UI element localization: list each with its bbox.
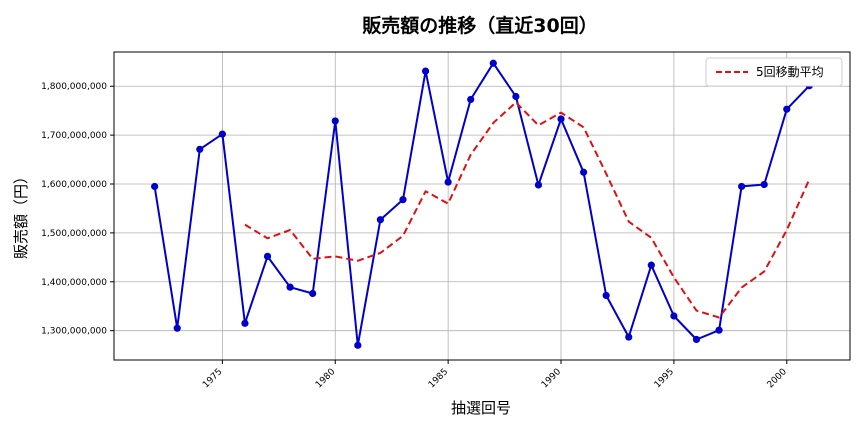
sales-data-point bbox=[218, 130, 226, 138]
y-tick-label: 1,700,000,000 bbox=[41, 131, 107, 141]
sales-data-point bbox=[421, 67, 430, 75]
sales-data-point bbox=[309, 289, 317, 298]
moving-average-line bbox=[244, 101, 811, 319]
x-tick-label: 1985 bbox=[427, 367, 450, 390]
x-tick-label: 1980 bbox=[314, 367, 337, 390]
sales-data-point bbox=[670, 312, 678, 320]
legend-box bbox=[705, 57, 843, 87]
x-tick-label: 1995 bbox=[653, 367, 676, 390]
sales-data-point bbox=[534, 181, 543, 189]
y-tick-label: 1,500,000,000 bbox=[41, 229, 107, 239]
sales-data-point bbox=[399, 196, 407, 204]
sales-data-point bbox=[151, 182, 159, 191]
x-tick-label: 1975 bbox=[201, 367, 224, 390]
sales-data-point bbox=[647, 261, 655, 269]
sales-data-point bbox=[760, 180, 768, 189]
sales-data-point bbox=[467, 95, 475, 104]
sales-data-point bbox=[625, 333, 633, 341]
legend-label-moving-average: 5回移動平均 bbox=[756, 65, 824, 79]
sales-data-point bbox=[331, 117, 339, 125]
sales-data-point bbox=[173, 324, 181, 332]
legend: 5回移動平均 bbox=[705, 57, 843, 87]
y-tick-label: 1,300,000,000 bbox=[41, 327, 107, 337]
sales-data-point bbox=[263, 252, 272, 260]
x-tick-label: 2000 bbox=[766, 367, 789, 390]
sales-data-point bbox=[241, 319, 249, 327]
y-tick-label: 1,800,000,000 bbox=[41, 82, 107, 92]
sales-data-point bbox=[602, 291, 610, 300]
chart-title: 販売額の推移（直近30回） bbox=[362, 14, 597, 37]
sales-data-point bbox=[579, 168, 588, 176]
x-tick-label: 1990 bbox=[540, 367, 563, 390]
sales-data-point bbox=[354, 341, 362, 349]
sales-data-point bbox=[692, 335, 701, 344]
sales-line bbox=[153, 62, 811, 347]
plot-frame bbox=[113, 51, 851, 361]
y-tick-label: 1,600,000,000 bbox=[41, 180, 107, 190]
sales-data-point bbox=[557, 115, 565, 123]
sales-data-point bbox=[489, 59, 497, 67]
series-layer bbox=[151, 59, 813, 349]
sales-data-point bbox=[715, 326, 723, 334]
sales-data-point bbox=[444, 178, 452, 186]
sales-data-point bbox=[512, 92, 520, 101]
sales-data-point bbox=[376, 216, 385, 224]
x-axis-label: 抽選回号 bbox=[451, 399, 511, 417]
y-tick-label: 1,400,000,000 bbox=[41, 278, 107, 288]
sales-data-point bbox=[783, 105, 791, 113]
sales-data-point bbox=[286, 283, 294, 291]
y-axis-label: 販売額（円） bbox=[12, 169, 30, 259]
grid-lines bbox=[114, 52, 850, 360]
sales-data-point bbox=[196, 145, 204, 153]
sales-data-point bbox=[738, 182, 746, 191]
